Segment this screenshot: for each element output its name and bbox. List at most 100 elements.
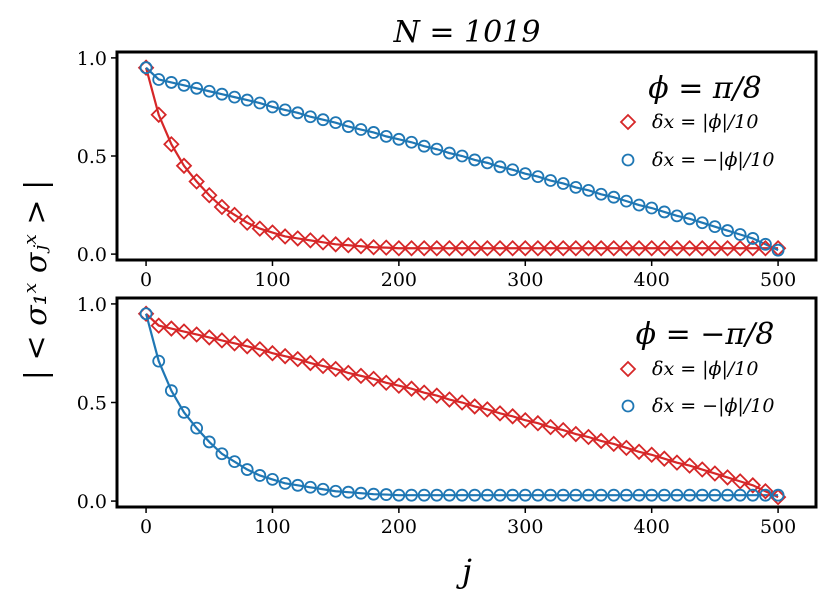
data-point-1-1-43 — [668, 239, 686, 257]
data-point-2-1-9 — [238, 338, 256, 355]
data-point-2-2-35 — [569, 488, 583, 502]
data-point-2-2-41 — [645, 488, 659, 502]
data-point-2-2-42 — [657, 488, 671, 502]
data-point-2-1-36 — [580, 428, 597, 446]
x-tick-label-2-100: 100 — [254, 516, 290, 538]
data-point-2-2-39 — [619, 488, 633, 502]
panel-title-2: ϕ = −π/8 — [636, 317, 775, 352]
data-point-1-1-11 — [264, 224, 281, 241]
data-point-1-1-35 — [567, 239, 585, 257]
data-point-1-1-32 — [529, 239, 547, 257]
data-point-2-1-22 — [403, 380, 420, 397]
x-tick-label-2-300: 300 — [507, 516, 543, 538]
data-point-2-1-4 — [175, 323, 193, 340]
data-point-2-1-45 — [693, 461, 711, 478]
data-point-1-1-20 — [377, 239, 395, 256]
data-point-1-1-14 — [302, 232, 319, 249]
data-point-2-1-5 — [188, 326, 205, 343]
data-point-1-1-8 — [226, 206, 243, 224]
data-point-1-2-26 — [455, 149, 469, 163]
legend-marker-2-2 — [621, 399, 635, 413]
data-point-2-1-29 — [491, 405, 509, 422]
data-point-2-1-49 — [744, 477, 762, 494]
legend-label-1-2: δx = −|ϕ|/10 — [652, 149, 774, 171]
x-tick-label-2-400: 400 — [634, 516, 670, 538]
data-point-1-2-49 — [746, 232, 760, 245]
panel-1: 0 100 200 300 400 500 0.0 0.5 1.0 ϕ = π/8 δx = |ϕ|… — [77, 48, 818, 291]
data-point-2-2-48 — [733, 488, 747, 502]
y-tick-label-1-1.0: 1.0 — [77, 48, 107, 70]
data-point-2-2-49 — [746, 488, 760, 502]
data-point-2-1-21 — [390, 377, 408, 395]
data-point-1-2-24 — [430, 142, 444, 156]
x-tick-label-2-0: 0 — [140, 516, 152, 538]
data-point-2-2-16 — [329, 484, 343, 498]
data-point-1-1-29 — [491, 239, 509, 257]
data-point-1-1-16 — [327, 236, 344, 253]
data-point-1-1-13 — [289, 230, 307, 247]
data-point-1-2-50 — [759, 237, 772, 251]
data-point-2-2-37 — [594, 488, 608, 502]
data-point-1-2-43 — [670, 209, 684, 223]
data-point-1-2-3 — [164, 76, 178, 89]
figure-title: N = 1019 — [393, 15, 541, 50]
y-tick-label-2-0.5: 0.5 — [77, 393, 107, 415]
data-point-1-2-38 — [607, 190, 621, 204]
y-tick-label-2-1.0: 1.0 — [77, 294, 107, 316]
data-point-1-2-22 — [405, 135, 418, 149]
data-point-2-1-7 — [213, 332, 231, 349]
data-point-2-1-18 — [352, 367, 370, 385]
data-point-2-2-5 — [190, 421, 204, 435]
data-point-2-1-41 — [643, 446, 660, 464]
legend-marker-1-1 — [619, 113, 637, 131]
data-point-1-1-15 — [314, 234, 332, 251]
data-point-1-2-34 — [556, 177, 570, 190]
data-point-2-1-2 — [150, 317, 167, 334]
data-point-1-2-37 — [594, 187, 608, 201]
data-point-2-1-8 — [226, 335, 243, 352]
data-point-1-1-24 — [428, 239, 446, 257]
data-point-1-2-21 — [392, 132, 406, 146]
x-tick-label-2-500: 500 — [760, 516, 796, 538]
data-point-2-2-43 — [670, 488, 684, 502]
data-point-1-2-42 — [657, 205, 671, 219]
data-point-1-1-26 — [453, 239, 471, 257]
data-point-2-1-23 — [415, 384, 433, 401]
data-point-1-1-19 — [365, 238, 382, 256]
data-point-1-2-25 — [443, 146, 456, 160]
data-point-1-1-7 — [213, 198, 231, 216]
data-point-1-1-49 — [744, 239, 762, 257]
data-point-1-1-37 — [592, 239, 610, 257]
data-point-1-2-10 — [253, 96, 267, 110]
data-point-1-2-13 — [291, 106, 305, 120]
series-line-1-2 — [145, 66, 779, 252]
data-point-1-1-33 — [542, 239, 559, 257]
data-point-1-2-41 — [645, 201, 659, 215]
x-tick-label-1-300: 300 — [507, 269, 543, 291]
data-point-2-2-40 — [632, 488, 646, 502]
data-point-2-1-3 — [163, 320, 180, 337]
data-point-2-1-20 — [377, 374, 395, 392]
data-point-2-2-11 — [266, 472, 279, 486]
data-point-2-1-15 — [314, 357, 332, 375]
data-point-2-2-2 — [152, 354, 166, 368]
data-point-2-2-18 — [354, 486, 368, 500]
data-point-2-1-43 — [668, 454, 686, 471]
data-point-2-1-39 — [618, 439, 635, 457]
data-point-1-1-23 — [415, 239, 433, 257]
data-point-1-1-40 — [630, 239, 648, 257]
y-tick-label-1-0.5: 0.5 — [77, 146, 107, 168]
x-tick-label-1-200: 200 — [381, 269, 417, 291]
data-point-2-2-46 — [708, 488, 722, 502]
data-point-1-2-35 — [569, 180, 583, 194]
data-point-1-2-16 — [329, 116, 343, 130]
data-point-1-2-15 — [316, 113, 330, 127]
data-point-2-1-40 — [630, 443, 648, 461]
data-point-2-1-37 — [592, 432, 610, 450]
y-axis-label: | < σ₁ˣ σⱼˣ > | — [19, 180, 54, 380]
legend-label-1-1: δx = |ϕ|/10 — [652, 111, 759, 133]
data-point-1-2-18 — [354, 123, 368, 136]
data-point-2-1-16 — [327, 360, 344, 378]
data-point-1-2-9 — [240, 93, 254, 107]
